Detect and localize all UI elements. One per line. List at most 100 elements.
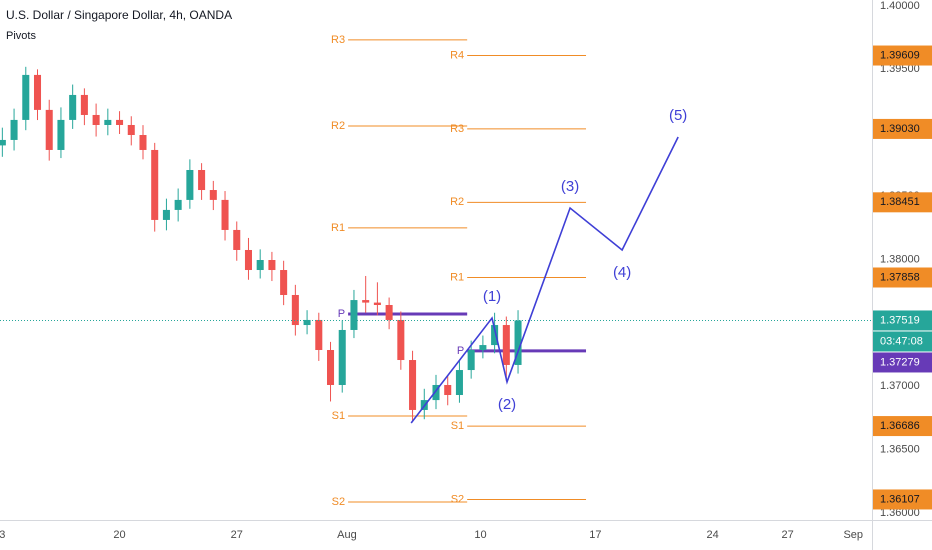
pivot-badge: 1.37279 — [880, 356, 920, 368]
pivot-label: S1 — [332, 410, 345, 422]
last-price-badge-bg — [873, 310, 932, 331]
indicator-name: Pivots — [6, 30, 36, 42]
pivot-label: S2 — [332, 496, 345, 508]
pivot-badge: 1.36107 — [880, 493, 920, 505]
candle-body — [338, 329, 346, 385]
pivot-label: R2 — [331, 120, 345, 132]
pivot-label: R2 — [450, 196, 464, 208]
pivot-label: R1 — [450, 271, 464, 283]
pivot-badge-bg — [873, 192, 932, 213]
pivot-badge: 1.37858 — [880, 271, 920, 283]
candle-body — [256, 260, 264, 271]
pivot-label: S1 — [451, 420, 464, 432]
candle-body — [327, 350, 335, 385]
y-tick-label: 1.37000 — [880, 380, 920, 392]
countdown-bg — [873, 331, 932, 352]
pivot-badge-bg — [873, 267, 932, 288]
plot-area: R3 R2 R1 P S1 S2 R4 R3 R2 R1 P S1 S2 (1) (2) (3) (4) (5) — [0, 34, 872, 508]
candle-body — [151, 149, 159, 220]
candle-body — [350, 300, 358, 330]
candle-body — [444, 384, 452, 396]
candle-body — [514, 320, 522, 365]
candle-body — [69, 94, 77, 120]
pivot-badge: 1.39609 — [880, 49, 920, 61]
candle-body — [315, 319, 323, 351]
y-tick-label: 1.36500 — [880, 444, 920, 456]
candle-body — [0, 139, 6, 146]
wave-label: (2) — [498, 396, 516, 413]
candle-body — [209, 190, 217, 200]
candle-body — [104, 119, 112, 125]
candle-body — [502, 325, 510, 365]
x-tick-label: 10 — [474, 529, 486, 541]
pivot-label: R1 — [331, 222, 345, 234]
pivot-badge-bg — [873, 352, 932, 373]
x-tick-label: 24 — [706, 529, 718, 541]
pivot-label: R3 — [331, 34, 345, 46]
candle-body — [45, 109, 53, 150]
x-tick-label: 20 — [113, 529, 125, 541]
pivot-badge: 1.39030 — [880, 123, 920, 135]
last-price-badge: 1.37519 — [880, 314, 920, 326]
pivot-badge-bg — [873, 416, 932, 437]
wave-label: (3) — [561, 178, 579, 195]
candle-body — [221, 199, 229, 230]
pivot-label: R3 — [450, 123, 464, 135]
pivot-label: S2 — [451, 493, 464, 505]
x-tick-label: Aug — [337, 529, 357, 541]
wave-line — [410, 136, 679, 424]
y-tick-label: 1.39500 — [880, 63, 920, 75]
candle-body — [362, 300, 370, 303]
candle-body — [291, 294, 299, 326]
candle-body — [467, 350, 475, 371]
candle-body — [233, 229, 241, 250]
wave-label: (1) — [483, 288, 501, 305]
candle-body — [57, 119, 65, 150]
candle-body — [373, 302, 381, 306]
pivot-label: P — [338, 308, 345, 320]
y-tick-label: 1.36000 — [880, 507, 920, 519]
x-tick-label: 27 — [781, 529, 793, 541]
candle-body — [198, 169, 206, 191]
chart-title: U.S. Dollar / Singapore Dollar, 4h, OAND… — [6, 8, 232, 22]
candle-body — [479, 345, 487, 351]
pivot-badge: 1.38451 — [880, 196, 920, 208]
candle-body — [162, 209, 170, 220]
candle-body — [174, 199, 182, 210]
candle-body — [268, 260, 276, 271]
candle-body — [92, 114, 100, 125]
candle-body — [432, 384, 440, 401]
wave-label: (5) — [669, 107, 687, 124]
candle-body — [33, 74, 42, 110]
wave-label: (4) — [613, 264, 631, 281]
pivot-badge-bg — [873, 45, 932, 66]
candle-body — [385, 305, 393, 320]
y-tick-label: 1.38000 — [880, 253, 920, 265]
pivot-badge-bg — [873, 489, 932, 510]
pivot-label: R4 — [450, 49, 464, 61]
x-tick-label: 3 — [0, 529, 5, 541]
y-tick-label: 1.40000 — [880, 0, 920, 12]
candle-body — [409, 360, 417, 410]
candle-body — [280, 270, 288, 295]
candle-body — [22, 74, 30, 120]
candle-body — [10, 119, 18, 140]
x-tick-label: 27 — [231, 529, 243, 541]
pivot-badge: 1.36686 — [880, 420, 920, 432]
candle-body — [455, 370, 463, 396]
candle-body — [116, 119, 124, 125]
x-tick-label: 17 — [589, 529, 601, 541]
candle-body — [397, 319, 405, 361]
x-tick-label: Sep — [843, 529, 863, 541]
candle-body — [186, 169, 194, 200]
candle-body — [80, 94, 88, 115]
candle-body — [127, 124, 135, 136]
candle-body — [491, 325, 499, 346]
candle-body — [139, 135, 147, 150]
pivot-badge-bg — [873, 118, 932, 139]
pivot-label: P — [457, 345, 464, 357]
candle-body — [303, 319, 311, 326]
